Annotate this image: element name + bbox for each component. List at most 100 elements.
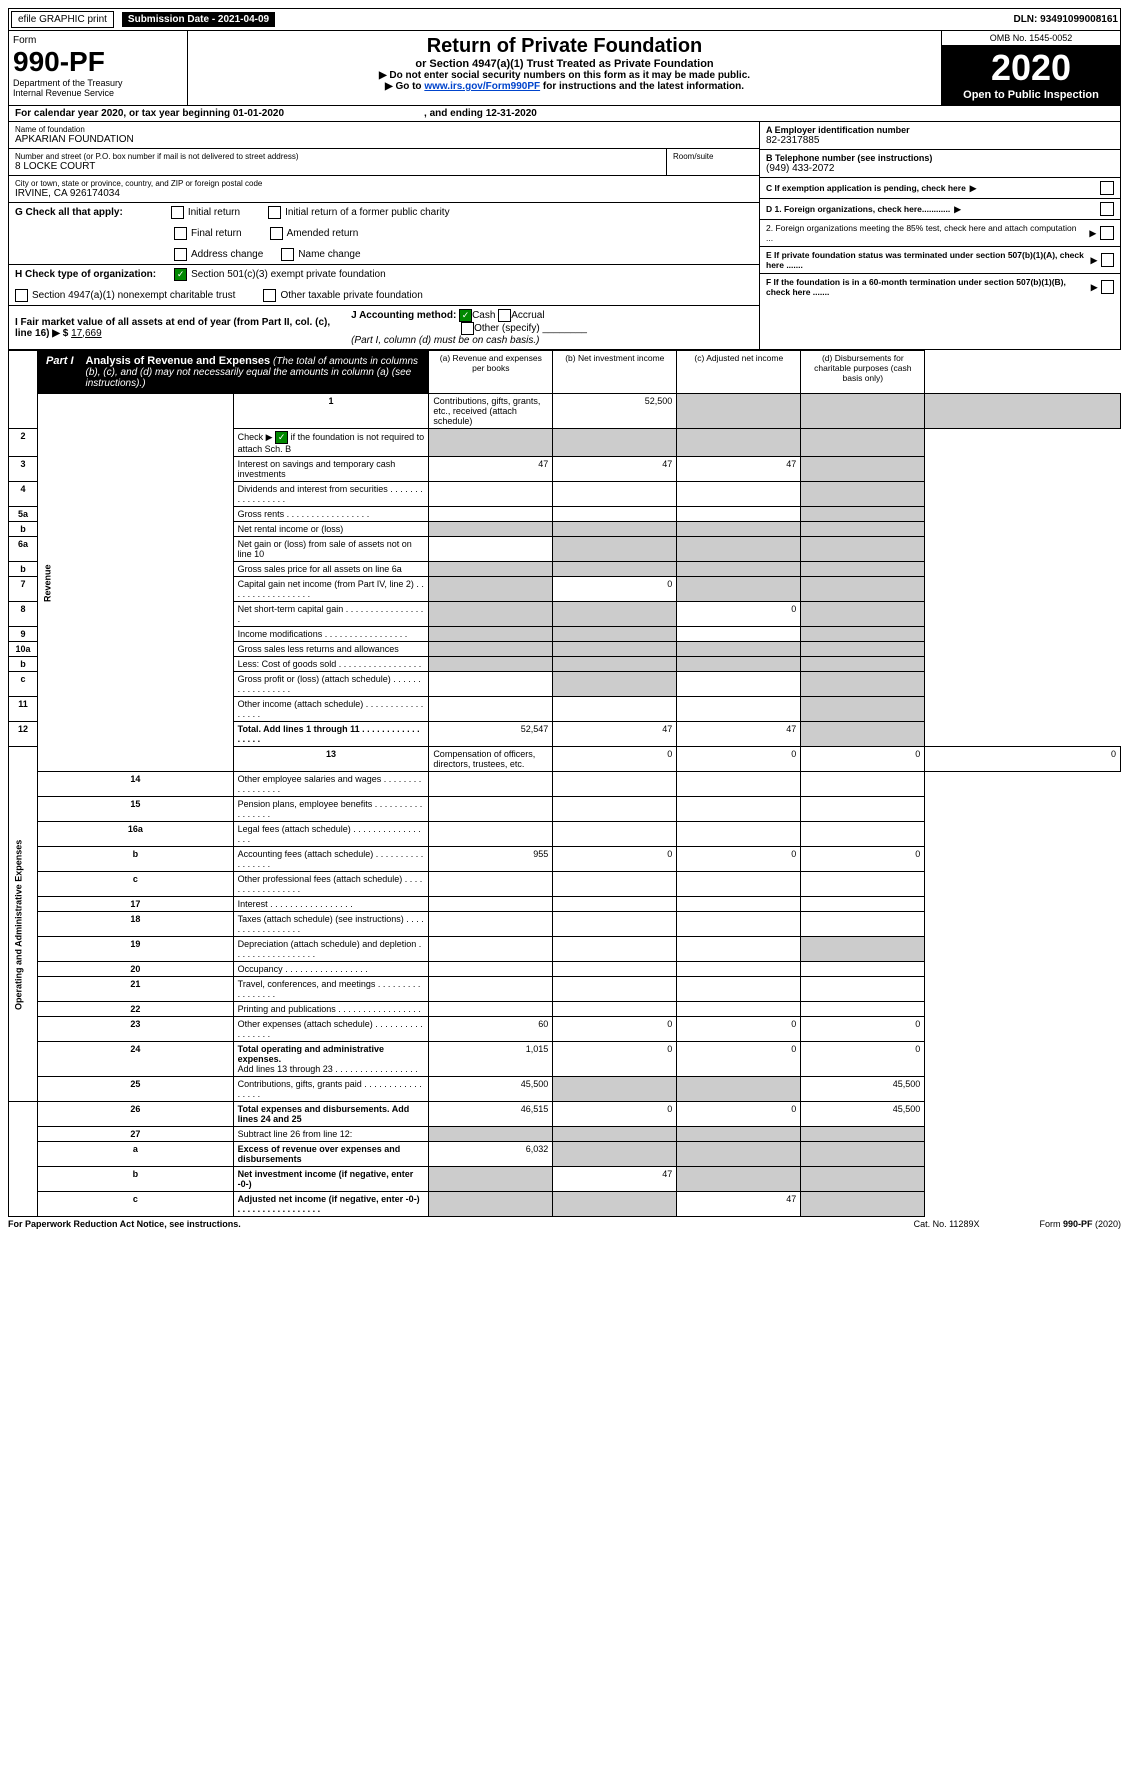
r16b-d: Accounting fees (attach schedule) [233, 847, 429, 872]
r6a-n: 6a [9, 537, 38, 562]
j-accrual-cb[interactable] [498, 309, 511, 322]
r13-b: 0 [677, 747, 801, 772]
side-revenue: Revenue [38, 394, 234, 772]
r8-c: 0 [677, 602, 801, 627]
h-501c3-cb[interactable] [174, 268, 187, 281]
r16b-n: b [38, 847, 234, 872]
irs-link[interactable]: www.irs.gov/Form990PF [424, 81, 540, 92]
g-o1: Initial return [188, 207, 240, 218]
g-amended-cb[interactable] [270, 227, 283, 240]
r13-n: 13 [233, 747, 429, 772]
r23-d2: 0 [801, 1017, 925, 1042]
r2-cb[interactable] [275, 431, 288, 444]
r4-d: Dividends and interest from securities [233, 482, 429, 507]
r13-d: Compensation of officers, directors, tru… [429, 747, 553, 772]
r6b-n: b [9, 562, 38, 577]
j-other-cb[interactable] [461, 322, 474, 335]
r27a-n: a [38, 1142, 234, 1167]
city-lbl: City or town, state or province, country… [15, 179, 753, 188]
r14-n: 14 [38, 772, 234, 797]
col-d: (d) Disbursements for charitable purpose… [801, 351, 925, 394]
b-val: (949) 433-2072 [766, 163, 1114, 174]
h-row: H Check type of organization: Section 50… [9, 265, 759, 306]
g-initial-cb[interactable] [171, 206, 184, 219]
c-lbl: C If exemption application is pending, c… [766, 183, 966, 193]
h-o2: Section 4947(a)(1) nonexempt charitable … [32, 290, 235, 301]
header-right: OMB No. 1545-0052 2020 Open to Public In… [941, 31, 1120, 105]
r27b-n: b [38, 1167, 234, 1192]
form-label: Form [13, 35, 183, 46]
r7-d: Capital gain net income (from Part IV, l… [233, 577, 429, 602]
addr-val: 8 LOCKE COURT [15, 161, 660, 172]
r2-n: 2 [9, 429, 38, 457]
title: Return of Private Foundation [192, 35, 937, 58]
r16b-d2: 0 [801, 847, 925, 872]
r13-d2: 0 [925, 747, 1121, 772]
j-note: (Part I, column (d) must be on cash basi… [351, 335, 539, 346]
r3-a: 47 [429, 457, 553, 482]
col-a: (a) Revenue and expenses per books [429, 351, 553, 394]
r1-a: 52,500 [553, 394, 677, 429]
r5b-n: b [9, 522, 38, 537]
i-val: 17,669 [71, 328, 102, 339]
r26-n: 26 [38, 1102, 234, 1127]
d1-cb[interactable] [1100, 202, 1114, 216]
f-cb[interactable] [1101, 280, 1114, 294]
r14-d: Other employee salaries and wages [233, 772, 429, 797]
r16c-n: c [38, 872, 234, 897]
r27-n: 27 [38, 1127, 234, 1142]
header: Form 990-PF Department of the Treasury I… [8, 31, 1121, 106]
r10b-d: Less: Cost of goods sold [233, 657, 429, 672]
j-o3: Other (specify) [474, 323, 540, 334]
info-block: Name of foundation APKARIAN FOUNDATION N… [8, 122, 1121, 350]
r26-a: 46,515 [429, 1102, 553, 1127]
dln: DLN: 93491099008161 [1013, 14, 1118, 25]
g-initial2-cb[interactable] [268, 206, 281, 219]
city-cell: City or town, state or province, country… [9, 176, 759, 203]
r17-n: 17 [38, 897, 234, 912]
instr1: ▶ Do not enter social security numbers o… [192, 70, 937, 81]
r24-a: 1,015 [429, 1042, 553, 1077]
name-val: APKARIAN FOUNDATION [15, 134, 753, 145]
r27b-b: 47 [553, 1167, 677, 1192]
e-cb[interactable] [1101, 253, 1114, 267]
addr-cell: Number and street (or P.O. box number if… [9, 149, 666, 175]
addr-lbl: Number and street (or P.O. box number if… [15, 152, 660, 161]
r12-d: Total. Add lines 1 through 11 [233, 722, 429, 747]
r10b-n: b [9, 657, 38, 672]
r26-d2: 45,500 [801, 1102, 925, 1127]
i-lbl: I Fair market value of all assets at end… [15, 317, 330, 339]
g-lbl: G Check all that apply: [15, 207, 123, 218]
part1-title: Analysis of Revenue and Expenses (The to… [82, 351, 429, 393]
f-cell: F If the foundation is in a 60-month ter… [760, 274, 1120, 300]
r26-b: 0 [553, 1102, 677, 1127]
r3-d: Interest on savings and temporary cash i… [233, 457, 429, 482]
r13-c: 0 [801, 747, 925, 772]
cy-end: 12-31-2020 [486, 108, 537, 119]
efile-button[interactable]: efile GRAPHIC print [11, 11, 114, 28]
r23-n: 23 [38, 1017, 234, 1042]
h-o1: Section 501(c)(3) exempt private foundat… [191, 269, 386, 280]
form-number: 990-PF [13, 46, 183, 78]
g-o4: Amended return [287, 228, 359, 239]
r2-d: Check ▶ if the foundation is not require… [233, 429, 429, 457]
r16a-n: 16a [38, 822, 234, 847]
submission-date: Submission Date - 2021-04-09 [122, 12, 275, 27]
g-name-cb[interactable] [281, 248, 294, 261]
part1-table: Part I Analysis of Revenue and Expenses … [8, 350, 1121, 1217]
r27b-d: Net investment income (if negative, ente… [233, 1167, 429, 1192]
r10c-d: Gross profit or (loss) (attach schedule) [233, 672, 429, 697]
c-cb[interactable] [1100, 181, 1114, 195]
g-addr-cb[interactable] [174, 248, 187, 261]
ij-row: I Fair market value of all assets at end… [9, 306, 759, 349]
r15-d: Pension plans, employee benefits [233, 797, 429, 822]
r9-n: 9 [9, 627, 38, 642]
h-other-cb[interactable] [263, 289, 276, 302]
irs: Internal Revenue Service [13, 88, 183, 98]
r23-b: 0 [553, 1017, 677, 1042]
j-o1: Cash [472, 310, 495, 321]
g-final-cb[interactable] [174, 227, 187, 240]
h-4947-cb[interactable] [15, 289, 28, 302]
d2-cb[interactable] [1100, 226, 1114, 240]
j-cash-cb[interactable] [459, 309, 472, 322]
